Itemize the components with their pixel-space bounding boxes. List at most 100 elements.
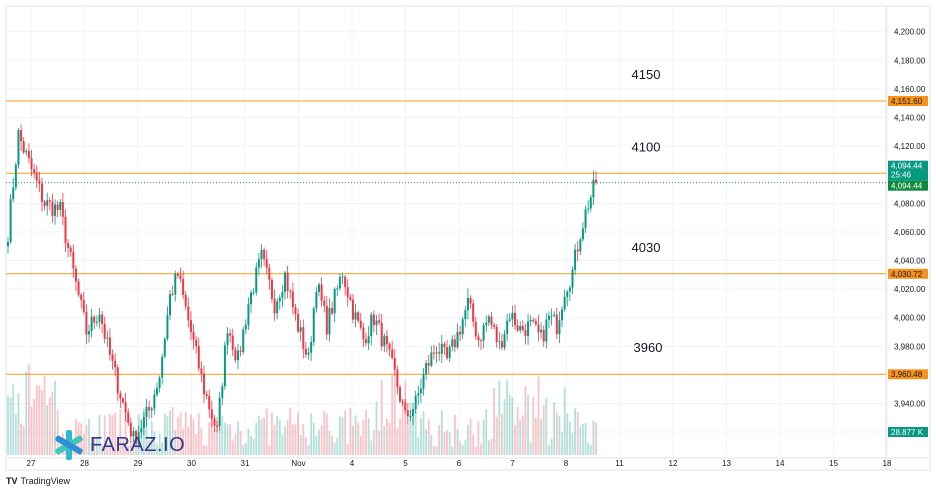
volume-bar [190, 414, 192, 455]
volume-bar [516, 406, 519, 455]
volume-bar [367, 418, 370, 455]
volume-bar [286, 419, 289, 455]
volume-bar [524, 385, 527, 455]
candle-body [108, 337, 111, 355]
volume-bar [456, 429, 459, 455]
y-tick-label: 4,000.00 [894, 314, 926, 323]
candle-body [132, 431, 135, 437]
candle-body [409, 415, 412, 417]
volume-bar [346, 444, 349, 455]
volume-bar [192, 419, 195, 455]
y-tick-label: 4,200.00 [894, 28, 926, 37]
volume-tag: 28.877 K [891, 428, 924, 437]
volume-bar [472, 434, 475, 455]
candle-body [453, 339, 456, 348]
volume-bar [378, 430, 380, 455]
candle-body [43, 201, 46, 206]
candle-body [336, 288, 339, 290]
candle-body [137, 432, 140, 444]
candle-body [145, 406, 148, 417]
candle-body [521, 325, 524, 330]
volume-bar [589, 445, 592, 455]
candle-body [85, 311, 88, 335]
volume-bar [409, 402, 412, 455]
volume-bar [508, 394, 511, 455]
volume-bar [430, 435, 433, 455]
candle-body [166, 315, 169, 339]
volume-bar [595, 422, 597, 455]
candle-body [72, 252, 75, 269]
candle-body [553, 314, 556, 316]
volume-bar [119, 408, 122, 455]
x-tick-label: 5 [403, 459, 408, 468]
volume-bar [289, 407, 292, 455]
candle-body [438, 352, 441, 354]
candle-body [59, 202, 62, 210]
volume-bar [323, 411, 326, 455]
volume-bar [51, 391, 54, 455]
candle-body [281, 291, 284, 298]
countdown-price: 4,094.44 [891, 162, 923, 171]
volume-bar [59, 437, 62, 455]
candle-body [581, 228, 584, 240]
candle-body [95, 321, 98, 323]
volume-bar [93, 438, 96, 455]
volume-bar [495, 416, 498, 455]
volume-bar [132, 437, 135, 455]
candle-body [270, 279, 273, 299]
volume-bar [438, 425, 441, 455]
candle-body [64, 216, 67, 244]
volume-bar [587, 442, 590, 455]
candle-body [328, 308, 331, 335]
volume-bar [386, 419, 388, 455]
candle-body [325, 305, 328, 335]
candle-body [370, 314, 373, 337]
candle-body [547, 315, 550, 320]
volume-bar [582, 423, 584, 455]
candle-body [12, 187, 15, 200]
tradingview-icon: TV [6, 476, 18, 486]
candle-body [286, 272, 289, 291]
x-tick-label: 27 [27, 459, 36, 468]
candle-body [127, 412, 130, 423]
volume-bar [244, 443, 247, 455]
candle-body [404, 402, 407, 411]
candle-body [25, 151, 28, 153]
volume-bar [357, 422, 360, 455]
volume-bar [443, 432, 446, 455]
candle-body [239, 350, 242, 352]
candle-body [354, 312, 357, 320]
tradingview-footer[interactable]: TV TradingView [6, 476, 70, 486]
volume-bar [307, 445, 310, 455]
candle-body [482, 325, 485, 341]
candle-body [197, 346, 200, 369]
candle-body [27, 151, 30, 159]
candle-body [414, 395, 417, 410]
candle-body [213, 418, 216, 426]
level-tag-bg [888, 268, 928, 279]
volume-bar [380, 380, 383, 455]
level-label: 4100 [632, 139, 661, 154]
volume-bar [493, 387, 495, 455]
candle-body [203, 373, 205, 395]
volume-bar [153, 431, 156, 455]
candle-body [532, 319, 535, 322]
volume-bar [145, 418, 148, 455]
candle-body [161, 356, 164, 378]
candle-body [542, 329, 545, 342]
candle-body [513, 312, 516, 326]
candle-body [359, 320, 362, 328]
volume-bar [22, 426, 25, 455]
volume-bar [469, 418, 472, 455]
candle-body [380, 322, 383, 347]
volume-bar [88, 418, 90, 455]
candle-body [30, 158, 33, 170]
candle-body [346, 287, 349, 298]
volume-bar [477, 420, 480, 455]
candle-body [289, 290, 292, 292]
volume-bar [30, 406, 33, 455]
volume-bar [521, 415, 524, 455]
candle-body [477, 336, 480, 341]
volume-bar [218, 427, 221, 455]
